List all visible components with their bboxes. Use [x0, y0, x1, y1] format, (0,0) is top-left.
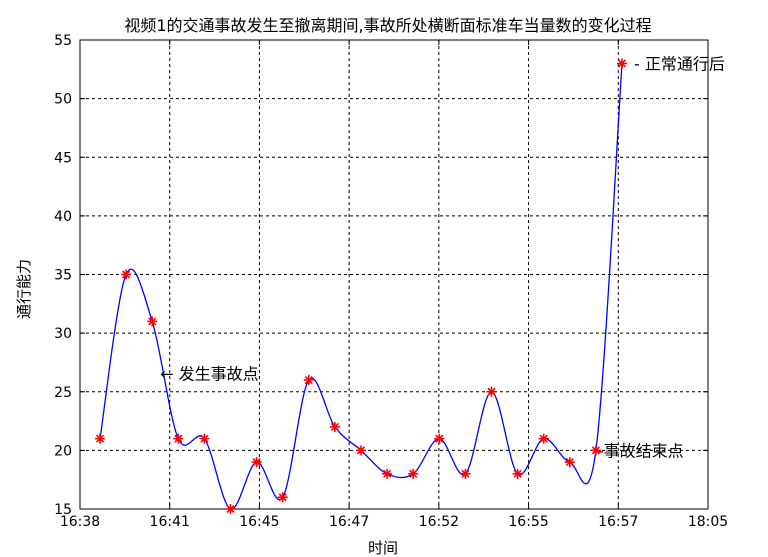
- data-point: [147, 316, 158, 327]
- data-point: [251, 457, 262, 468]
- y-tick-label: 15: [54, 502, 72, 518]
- data-point: [95, 433, 105, 444]
- data-point: [590, 445, 601, 456]
- data-point: [512, 468, 523, 479]
- annotations: ← 发生事故点 - 正常通行后 -事故结束点: [160, 54, 725, 460]
- data-point: [173, 433, 184, 444]
- data-point: [199, 433, 210, 444]
- data-point: [303, 375, 314, 386]
- data-point: [121, 269, 132, 280]
- x-tick-label: 16:41: [150, 514, 190, 530]
- annotation-label: ← 发生事故点: [160, 364, 259, 383]
- x-tick-label: 16:45: [239, 514, 279, 530]
- y-tick-label: 25: [54, 385, 72, 401]
- data-point: [564, 457, 575, 468]
- data-point: [538, 433, 549, 444]
- data-point: [277, 492, 288, 503]
- x-tick-label: 16:38: [60, 514, 100, 530]
- data-point: [617, 58, 627, 69]
- y-axis-ticks: 15 20 25 30 35 40 45 50 55: [54, 33, 708, 518]
- y-tick-label: 50: [54, 92, 72, 108]
- data-point: [486, 386, 497, 397]
- y-tick-label: 20: [54, 443, 72, 459]
- x-axis-label: 时间: [368, 539, 398, 557]
- x-tick-label: 16:57: [598, 514, 638, 530]
- x-tick-label: 18:05: [688, 514, 728, 530]
- annotation-label: - 正常通行后: [634, 54, 725, 73]
- data-point: [356, 445, 366, 456]
- data-point: [434, 433, 445, 444]
- x-tick-label: 16:52: [419, 514, 459, 530]
- y-tick-label: 55: [54, 33, 72, 49]
- y-axis-label: 通行能力: [15, 259, 33, 319]
- data-point: [225, 504, 236, 514]
- data-point: [382, 468, 393, 479]
- y-tick-label: 35: [54, 268, 72, 284]
- x-tick-label: 16:55: [508, 514, 548, 530]
- y-tick-label: 30: [54, 326, 72, 342]
- grid: [80, 40, 708, 509]
- data-point: [460, 468, 471, 479]
- y-tick-label: 45: [54, 150, 72, 166]
- markers: [95, 58, 627, 514]
- chart-title: 视频1的交通事故发生至撤离期间,事故所处横断面标准车当量数的变化过程: [124, 16, 651, 35]
- data-point: [408, 468, 419, 479]
- annotation-label: -事故结束点: [598, 441, 684, 460]
- data-point: [329, 421, 340, 432]
- y-tick-label: 40: [54, 209, 72, 225]
- x-tick-label: 16:47: [329, 514, 369, 530]
- x-axis-ticks: 16:38 16:41 16:45 16:47 16:52 16:55 16:57 18:05: [60, 40, 728, 530]
